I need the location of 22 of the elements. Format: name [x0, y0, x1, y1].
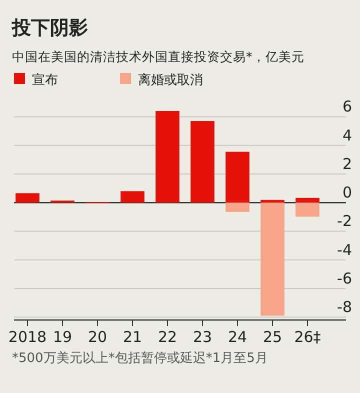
- x-tick-label: 21: [122, 328, 142, 346]
- y-tick-label: -2: [337, 212, 352, 230]
- text: *500万美元以上*包括暂停或延迟*1月至5月: [12, 350, 268, 366]
- chart-subtitle: 中国在美国的清洁技术外国直接投资交易*，亿美元: [12, 49, 304, 64]
- x-tick-label: 26‡: [294, 328, 322, 346]
- y-tick-label: 4: [342, 126, 352, 144]
- legend-label: 宣布: [32, 72, 58, 88]
- y-tick-label: -4: [337, 240, 352, 259]
- x-tick-label: 24: [228, 328, 248, 346]
- chart-title: 投下阴影: [11, 17, 88, 39]
- x-tick-label: 25: [262, 328, 282, 346]
- y-tick-label: 2: [342, 154, 352, 173]
- y-tick-label: -8: [337, 298, 352, 316]
- x-tick-label: 19: [52, 328, 72, 346]
- x-tick-label: 22: [158, 328, 178, 346]
- y-tick-label: 0: [342, 184, 352, 202]
- legend-label: 离婚或取消: [138, 72, 203, 88]
- y-tick-label: 6: [342, 98, 352, 116]
- x-tick-label: 23: [192, 328, 212, 346]
- x-tick-label: 2018: [8, 328, 47, 346]
- y-tick-label: -6: [337, 270, 352, 288]
- x-tick-label: 20: [88, 328, 108, 346]
